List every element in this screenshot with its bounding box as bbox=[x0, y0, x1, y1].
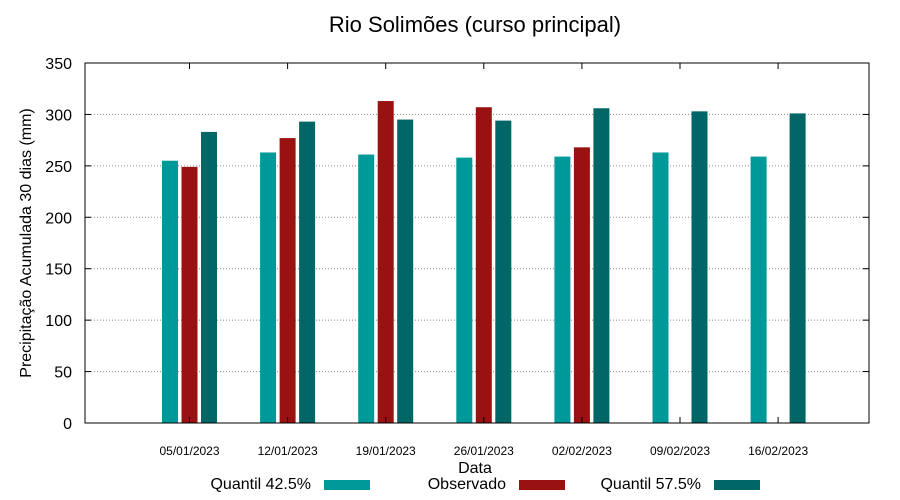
y-axis-ticks: 0 50 100 150 200 250 300 350 bbox=[45, 56, 869, 433]
y-tick-label: 100 bbox=[45, 313, 72, 330]
legend: Quantil 42.5% Observado Quantil 57.5% bbox=[210, 476, 760, 493]
x-tick-label: 05/01/2023 bbox=[159, 444, 219, 458]
legend-swatch bbox=[519, 480, 565, 490]
y-tick-label: 250 bbox=[45, 159, 72, 176]
bar bbox=[358, 154, 375, 424]
x-tick-label: 19/01/2023 bbox=[356, 444, 416, 458]
y-axis-label: Precipitação Acumulada 30 dias (mm) bbox=[18, 108, 35, 377]
bar bbox=[456, 157, 473, 423]
bar bbox=[260, 152, 277, 423]
x-axis-ticks: 05/01/2023 12/01/2023 19/01/2023 26/01/2023… bbox=[159, 63, 808, 458]
bars bbox=[162, 101, 806, 424]
bar bbox=[789, 113, 806, 424]
bar bbox=[475, 107, 492, 423]
y-tick-label: 200 bbox=[45, 210, 72, 227]
chart-title: Rio Solimões (curso principal) bbox=[329, 12, 621, 37]
bar bbox=[181, 166, 198, 423]
legend-label: Quantil 57.5% bbox=[600, 476, 701, 493]
bar bbox=[397, 119, 414, 424]
bar bbox=[652, 152, 669, 423]
x-tick-label: 12/01/2023 bbox=[258, 444, 318, 458]
y-tick-label: 0 bbox=[63, 416, 72, 433]
y-tick-label: 150 bbox=[45, 262, 72, 279]
bar bbox=[495, 120, 512, 423]
x-tick-label: 09/02/2023 bbox=[650, 444, 710, 458]
bar bbox=[201, 131, 217, 423]
bar bbox=[162, 160, 178, 423]
legend-swatch bbox=[714, 480, 760, 490]
bar bbox=[593, 108, 610, 423]
y-tick-label: 300 bbox=[45, 107, 72, 124]
bar bbox=[573, 147, 590, 424]
x-tick-label: 26/01/2023 bbox=[454, 444, 514, 458]
legend-swatch bbox=[324, 480, 370, 490]
bar bbox=[554, 156, 571, 423]
bar bbox=[279, 138, 296, 424]
y-tick-label: 50 bbox=[54, 365, 72, 382]
legend-label: Observado bbox=[428, 476, 506, 493]
bar bbox=[691, 111, 708, 423]
bar bbox=[299, 121, 316, 423]
legend-label: Quantil 42.5% bbox=[210, 476, 311, 493]
x-tick-label: 02/02/2023 bbox=[552, 444, 612, 458]
x-axis-label: Data bbox=[458, 460, 492, 477]
x-tick-label: 16/02/2023 bbox=[748, 444, 808, 458]
bar bbox=[750, 156, 767, 423]
bar bbox=[377, 101, 394, 424]
y-tick-label: 350 bbox=[45, 56, 72, 73]
plot-frame bbox=[84, 62, 870, 424]
